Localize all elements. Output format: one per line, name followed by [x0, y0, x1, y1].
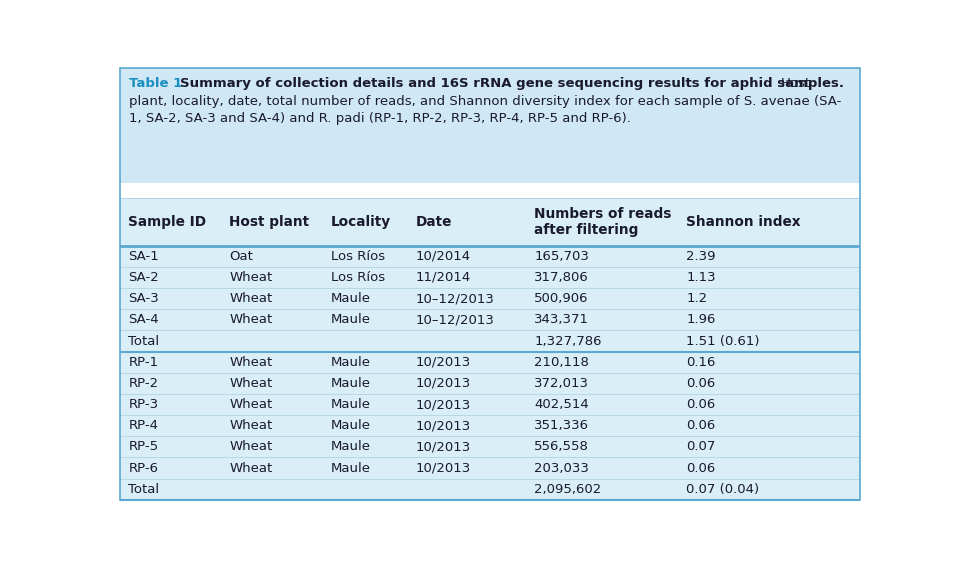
Text: RP-3: RP-3 [128, 398, 159, 411]
Text: Maule: Maule [331, 461, 371, 474]
Text: Wheat: Wheat [229, 398, 272, 411]
Text: 343,371: 343,371 [534, 314, 590, 327]
Text: 0.06: 0.06 [686, 461, 715, 474]
Text: 402,514: 402,514 [534, 398, 589, 411]
Text: Wheat: Wheat [229, 440, 272, 453]
Text: 1.13: 1.13 [686, 271, 716, 284]
Text: 10/2013: 10/2013 [416, 356, 471, 369]
Text: 1.51 (0.61): 1.51 (0.61) [686, 334, 760, 347]
Text: Maule: Maule [331, 398, 371, 411]
Text: Oat: Oat [229, 250, 253, 263]
Text: 556,558: 556,558 [534, 440, 589, 453]
Text: Shannon index: Shannon index [686, 215, 801, 229]
Text: Date: Date [416, 215, 452, 229]
Text: Wheat: Wheat [229, 356, 272, 369]
Text: 0.06: 0.06 [686, 419, 715, 432]
Bar [120, 68, 860, 183]
Text: RP-1: RP-1 [128, 356, 159, 369]
Text: Maule: Maule [331, 440, 371, 453]
Text: 1.96: 1.96 [686, 314, 716, 327]
Text: 0.06: 0.06 [686, 398, 715, 411]
Text: Wheat: Wheat [229, 314, 272, 327]
Text: after filtering: after filtering [534, 223, 639, 237]
Text: SA-4: SA-4 [128, 314, 159, 327]
Text: RP-2: RP-2 [128, 377, 159, 390]
Text: Host plant: Host plant [229, 215, 310, 229]
Text: 500,906: 500,906 [534, 292, 589, 305]
Text: Wheat: Wheat [229, 461, 272, 474]
Text: Sample ID: Sample ID [128, 215, 206, 229]
Text: 1,327,786: 1,327,786 [534, 334, 602, 347]
Text: SA-3: SA-3 [128, 292, 159, 305]
Text: Table 1: Table 1 [129, 77, 183, 90]
Text: Wheat: Wheat [229, 419, 272, 432]
Text: Summary of collection details and 16S rRNA gene sequencing results for aphid sam: Summary of collection details and 16S rR… [181, 77, 844, 90]
Text: 2,095,602: 2,095,602 [534, 483, 601, 496]
Text: 10–12/2013: 10–12/2013 [416, 292, 495, 305]
Text: 10/2014: 10/2014 [416, 250, 471, 263]
Text: RP-5: RP-5 [128, 440, 159, 453]
Text: SA-2: SA-2 [128, 271, 159, 284]
Text: 10/2013: 10/2013 [416, 461, 471, 474]
Text: 0.07: 0.07 [686, 440, 716, 453]
Text: Numbers of reads: Numbers of reads [534, 206, 672, 221]
Text: Maule: Maule [331, 314, 371, 327]
Text: 0.06: 0.06 [686, 377, 715, 390]
Text: Wheat: Wheat [229, 292, 272, 305]
Text: Wheat: Wheat [229, 377, 272, 390]
Text: Los Ríos: Los Ríos [331, 250, 384, 263]
Text: Maule: Maule [331, 377, 371, 390]
Bar [120, 198, 860, 500]
Text: RP-6: RP-6 [128, 461, 159, 474]
Text: Total: Total [128, 483, 160, 496]
Text: Maule: Maule [331, 356, 371, 369]
Text: Locality: Locality [331, 215, 391, 229]
Text: Maule: Maule [331, 419, 371, 432]
Text: 0.07 (0.04): 0.07 (0.04) [686, 483, 759, 496]
Text: plant, locality, date, total number of reads, and Shannon diversity index for ea: plant, locality, date, total number of r… [129, 95, 841, 108]
Text: 10–12/2013: 10–12/2013 [416, 314, 495, 327]
Text: 210,118: 210,118 [534, 356, 589, 369]
Text: 0.16: 0.16 [686, 356, 716, 369]
Text: 10/2013: 10/2013 [416, 419, 471, 432]
Text: 10/2013: 10/2013 [416, 440, 471, 453]
Text: 10/2013: 10/2013 [416, 377, 471, 390]
Text: 317,806: 317,806 [534, 271, 589, 284]
Text: 10/2013: 10/2013 [416, 398, 471, 411]
Text: Total: Total [128, 334, 160, 347]
Text: Wheat: Wheat [229, 271, 272, 284]
Text: 1, SA-2, SA-3 and SA-4) and R. padi (RP-1, RP-2, RP-3, RP-4, RP-5 and RP-6).: 1, SA-2, SA-3 and SA-4) and R. padi (RP-… [129, 112, 631, 125]
Text: Los Ríos: Los Ríos [331, 271, 384, 284]
Text: Host: Host [781, 77, 812, 90]
Text: RP-4: RP-4 [128, 419, 159, 432]
Text: SA-1: SA-1 [128, 250, 159, 263]
Text: 1.2: 1.2 [686, 292, 707, 305]
Text: 165,703: 165,703 [534, 250, 589, 263]
Text: 11/2014: 11/2014 [416, 271, 471, 284]
Text: Maule: Maule [331, 292, 371, 305]
Text: 203,033: 203,033 [534, 461, 589, 474]
Text: 2.39: 2.39 [686, 250, 716, 263]
Text: 351,336: 351,336 [534, 419, 590, 432]
Text: 372,013: 372,013 [534, 377, 590, 390]
